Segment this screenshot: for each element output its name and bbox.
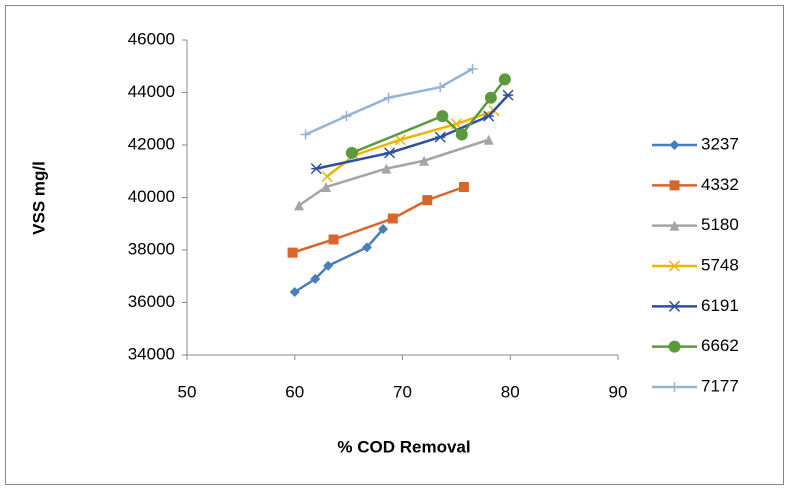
y-tick-label: 46000 — [128, 29, 175, 48]
legend-label: 5180 — [701, 215, 739, 234]
marker — [668, 340, 681, 353]
x-tick-label: 80 — [501, 382, 520, 401]
x-tick-label: 60 — [285, 382, 304, 401]
marker — [483, 134, 494, 145]
marker — [341, 111, 352, 122]
marker — [498, 73, 511, 86]
marker — [328, 234, 339, 245]
marker — [320, 182, 331, 192]
marker — [310, 163, 322, 175]
x-axis-title: % COD Removal — [337, 437, 470, 456]
marker — [484, 91, 497, 104]
marker — [436, 110, 449, 123]
marker — [669, 180, 680, 191]
y-tick-label: 40000 — [128, 187, 175, 206]
marker — [383, 92, 394, 103]
marker — [668, 300, 681, 312]
marker — [287, 247, 298, 258]
marker — [422, 195, 433, 206]
x-tick-label: 50 — [178, 382, 197, 401]
marker — [669, 220, 680, 231]
y-tick-label: 36000 — [128, 292, 175, 311]
legend-label: 3237 — [701, 134, 739, 153]
legend-label: 6662 — [701, 336, 739, 355]
marker — [394, 134, 406, 146]
marker — [294, 200, 305, 211]
marker — [435, 82, 446, 93]
marker — [669, 140, 680, 150]
marker — [458, 182, 469, 192]
marker — [668, 260, 681, 272]
marker — [419, 155, 430, 166]
legend-label: 5748 — [701, 255, 739, 274]
y-tick-label: 34000 — [128, 344, 175, 363]
marker — [387, 213, 398, 224]
y-tick-label: 44000 — [128, 82, 175, 101]
marker — [323, 260, 334, 271]
legend-label: 6191 — [701, 296, 739, 315]
marker — [300, 129, 311, 140]
legend-label: 7177 — [701, 376, 739, 395]
chart-border — [5, 5, 784, 485]
marker — [321, 170, 333, 183]
marker — [289, 287, 300, 297]
marker — [502, 89, 514, 101]
marker — [455, 128, 468, 141]
legend-label: 4332 — [701, 175, 739, 194]
y-tick-label: 38000 — [128, 239, 175, 258]
marker — [345, 146, 358, 159]
marker — [467, 63, 478, 74]
marker — [310, 273, 321, 284]
marker — [669, 382, 680, 392]
marker — [381, 163, 392, 174]
marker — [384, 147, 396, 159]
marker — [361, 242, 372, 253]
x-tick-label: 70 — [393, 382, 412, 401]
x-tick-label: 90 — [609, 382, 628, 401]
marker — [378, 224, 389, 234]
y-tick-label: 42000 — [128, 134, 175, 153]
marker — [434, 131, 446, 143]
marker — [483, 110, 495, 122]
y-axis-title: VSS mg/l — [29, 161, 48, 235]
